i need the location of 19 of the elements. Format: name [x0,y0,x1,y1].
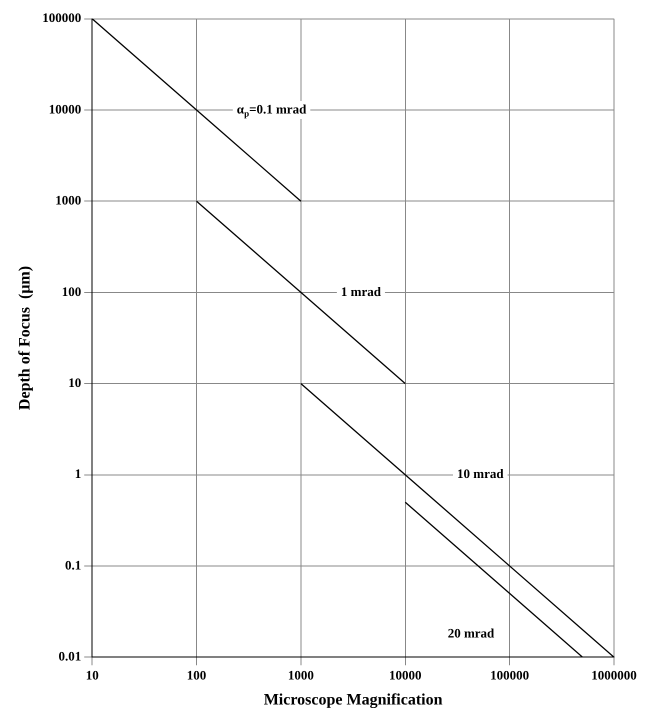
y-tick-label: 100 [62,284,82,299]
x-tick-label: 1000000 [591,667,637,682]
y-axis-title: Depth of Focus (μm) [16,266,34,410]
text: 10 mrad [456,466,504,482]
x-tick-label: 100 [186,667,206,682]
x-tick-label: 1000 [288,667,314,682]
y-tick-label: 10 [68,374,82,390]
x-tick-label: 100000 [490,667,530,682]
y-tick-label: 100000 [42,10,82,26]
x-tick-label: 10 [86,667,99,682]
y-tick-label: 1000 [55,192,82,208]
text: 20 mrad [448,625,496,640]
x-axis-title: Microscope Magnification [264,692,443,709]
series-label: 1 mrad [340,284,382,299]
x-tick-label: 10000 [389,667,422,682]
y-tick-label: 10000 [48,101,82,116]
y-tick-label: 1 [74,466,82,482]
y-tick-label: 0.01 [58,648,82,664]
y-tick-label: 0.1 [64,557,82,572]
